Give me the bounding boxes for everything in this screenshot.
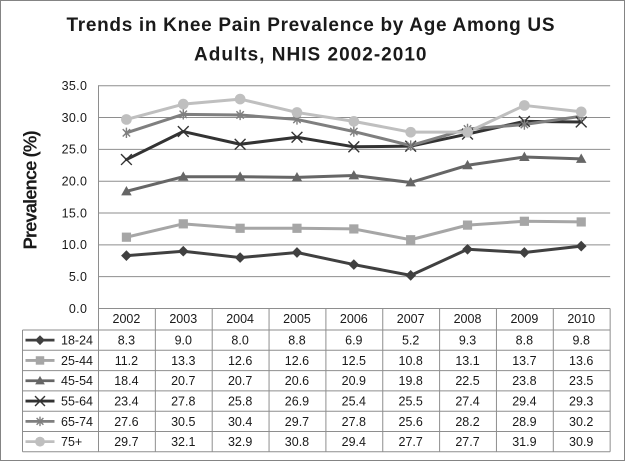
svg-text:20.9: 20.9 <box>342 374 366 388</box>
svg-text:30.2: 30.2 <box>569 415 593 429</box>
svg-text:18.4: 18.4 <box>114 374 138 388</box>
svg-text:32.1: 32.1 <box>171 435 195 449</box>
svg-text:27.7: 27.7 <box>455 435 479 449</box>
svg-text:27.6: 27.6 <box>114 415 138 429</box>
svg-text:30.5: 30.5 <box>171 415 195 429</box>
svg-text:27.4: 27.4 <box>455 394 479 408</box>
svg-text:25.8: 25.8 <box>228 394 252 408</box>
svg-text:2009: 2009 <box>510 312 538 326</box>
svg-text:12.6: 12.6 <box>228 354 252 368</box>
svg-text:26.9: 26.9 <box>285 394 309 408</box>
svg-text:5.0: 5.0 <box>69 270 87 284</box>
svg-text:30.4: 30.4 <box>228 415 252 429</box>
svg-text:9.3: 9.3 <box>459 334 476 348</box>
svg-text:27.7: 27.7 <box>399 435 423 449</box>
svg-text:29.7: 29.7 <box>285 415 309 429</box>
svg-text:22.5: 22.5 <box>455 374 479 388</box>
svg-text:35.0: 35.0 <box>62 79 88 93</box>
svg-text:29.4: 29.4 <box>342 435 366 449</box>
svg-text:20.7: 20.7 <box>171 374 195 388</box>
svg-text:23.4: 23.4 <box>114 394 138 408</box>
svg-text:29.7: 29.7 <box>114 435 138 449</box>
svg-text:20.0: 20.0 <box>62 174 88 188</box>
svg-text:10.8: 10.8 <box>399 354 423 368</box>
svg-text:2007: 2007 <box>397 312 425 326</box>
svg-text:8.8: 8.8 <box>288 334 305 348</box>
svg-text:32.9: 32.9 <box>228 435 252 449</box>
svg-text:25.6: 25.6 <box>399 415 423 429</box>
svg-text:31.9: 31.9 <box>512 435 536 449</box>
svg-text:Adults, NHIS 2002-2010: Adults, NHIS 2002-2010 <box>194 45 427 66</box>
svg-text:75+: 75+ <box>61 435 82 449</box>
svg-text:12.6: 12.6 <box>285 354 309 368</box>
svg-text:2003: 2003 <box>169 312 197 326</box>
svg-text:28.2: 28.2 <box>455 415 479 429</box>
svg-text:25.0: 25.0 <box>62 143 88 157</box>
svg-text:11.2: 11.2 <box>115 354 138 368</box>
svg-text:15.0: 15.0 <box>62 206 88 220</box>
svg-text:25-44: 25-44 <box>61 354 93 368</box>
svg-text:9.8: 9.8 <box>573 334 590 348</box>
svg-text:65-74: 65-74 <box>61 415 93 429</box>
svg-text:Trends in Knee Pain Prevalence: Trends in Knee Pain Prevalence by Age Am… <box>67 15 555 36</box>
svg-text:25.4: 25.4 <box>342 394 366 408</box>
svg-text:8.3: 8.3 <box>118 334 135 348</box>
svg-text:12.5: 12.5 <box>342 354 366 368</box>
svg-text:29.4: 29.4 <box>512 394 536 408</box>
svg-text:55-64: 55-64 <box>61 394 93 408</box>
svg-text:10.0: 10.0 <box>62 238 88 252</box>
svg-text:29.3: 29.3 <box>569 394 593 408</box>
svg-text:13.6: 13.6 <box>569 354 593 368</box>
svg-text:13.3: 13.3 <box>171 354 195 368</box>
svg-text:2008: 2008 <box>454 312 482 326</box>
svg-text:28.9: 28.9 <box>512 415 536 429</box>
svg-text:0.0: 0.0 <box>69 302 87 316</box>
svg-text:Prevalence (%): Prevalence (%) <box>19 131 40 250</box>
svg-text:18-24: 18-24 <box>61 334 93 348</box>
svg-text:9.0: 9.0 <box>175 334 192 348</box>
svg-text:20.6: 20.6 <box>285 374 309 388</box>
svg-text:30.0: 30.0 <box>62 111 88 125</box>
svg-text:2005: 2005 <box>283 312 311 326</box>
svg-text:27.8: 27.8 <box>342 415 366 429</box>
svg-text:27.8: 27.8 <box>171 394 195 408</box>
svg-text:45-54: 45-54 <box>61 374 93 388</box>
svg-text:6.9: 6.9 <box>345 334 362 348</box>
svg-text:23.5: 23.5 <box>569 374 593 388</box>
svg-text:8.8: 8.8 <box>516 334 533 348</box>
svg-text:2004: 2004 <box>226 312 254 326</box>
svg-text:2002: 2002 <box>113 312 141 326</box>
svg-text:20.7: 20.7 <box>228 374 252 388</box>
svg-text:2006: 2006 <box>340 312 368 326</box>
svg-text:30.9: 30.9 <box>569 435 593 449</box>
svg-text:8.0: 8.0 <box>231 334 248 348</box>
svg-text:23.8: 23.8 <box>512 374 536 388</box>
svg-text:13.7: 13.7 <box>512 354 536 368</box>
svg-text:19.8: 19.8 <box>399 374 423 388</box>
svg-text:25.5: 25.5 <box>399 394 423 408</box>
svg-text:2010: 2010 <box>567 312 595 326</box>
svg-text:13.1: 13.1 <box>455 354 479 368</box>
svg-text:30.8: 30.8 <box>285 435 309 449</box>
svg-text:5.2: 5.2 <box>402 334 419 348</box>
